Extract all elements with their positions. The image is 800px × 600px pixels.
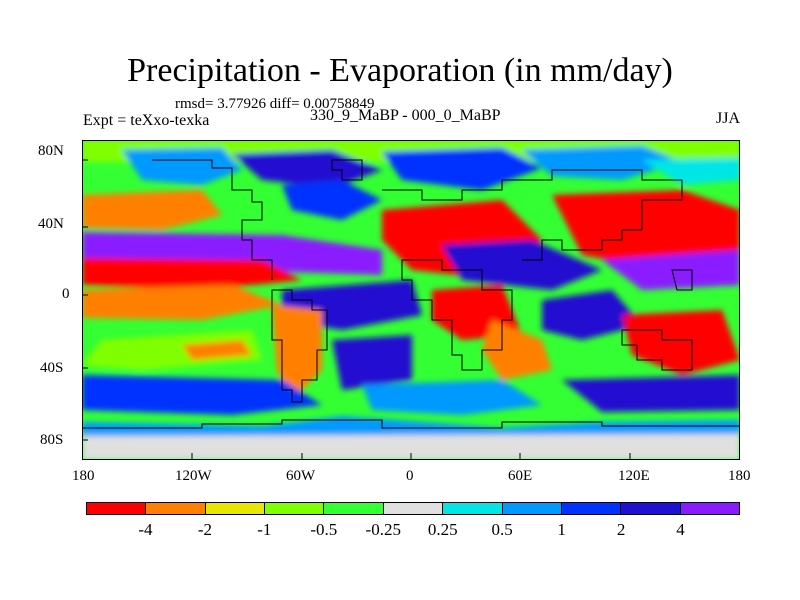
colorbar-swatch [146,502,206,515]
colorbar-label: 0.5 [491,520,513,539]
colorbar-label: -1 [257,520,272,539]
colorbar-swatch [205,502,266,515]
comparison-label: 330_9_MaBP - 000_0_MaBP [310,107,501,124]
colorbar-label: -2 [197,520,212,539]
x-tick-label: 120W [175,468,212,484]
y-tick-label: 80S [40,432,64,448]
y-tick-label: 0 [62,286,70,302]
map-panel [82,140,740,460]
colorbar-swatch [86,502,147,515]
colorbar-label: 0.25 [427,520,458,539]
y-tick-label: 40S [40,360,64,376]
colorbar-swatch [680,502,740,515]
x-tick-label: 180 [72,468,95,484]
colorbar-swatch [265,502,325,515]
colorbar-swatch [443,502,503,515]
colorbar-label: 2 [616,520,626,539]
colorbar-swatch [561,502,622,515]
season-label: JJA [715,110,740,127]
colorbar-swatch [502,502,562,515]
colorbar [86,502,740,515]
figure-title: Precipitation - Evaporation (in mm/day) [127,52,673,89]
x-tick-label: 120E [618,468,650,484]
x-tick-label: 0 [406,468,414,484]
colorbar-swatch [621,502,681,515]
experiment-label: Expt = teXxo-texka [83,112,210,129]
colorbar-swatch [383,502,444,515]
colorbar-label: -4 [138,520,153,539]
x-tick-label: 60E [508,468,533,484]
colorbar-swatch [324,502,384,515]
colorbar-label: 4 [676,520,685,539]
y-tick-label: 40N [38,216,64,232]
colorbar-label: 1 [557,520,566,539]
colorbar-label: -0.25 [365,520,401,539]
x-tick-label: 180 [728,468,751,484]
y-tick-label: 80N [38,143,64,159]
stats-label: rmsd= 3.77926 diff= 0.00758849 [175,96,375,112]
colorbar-label: -0.5 [310,520,338,539]
x-tick-label: 60W [286,468,316,484]
map-field [82,140,740,460]
